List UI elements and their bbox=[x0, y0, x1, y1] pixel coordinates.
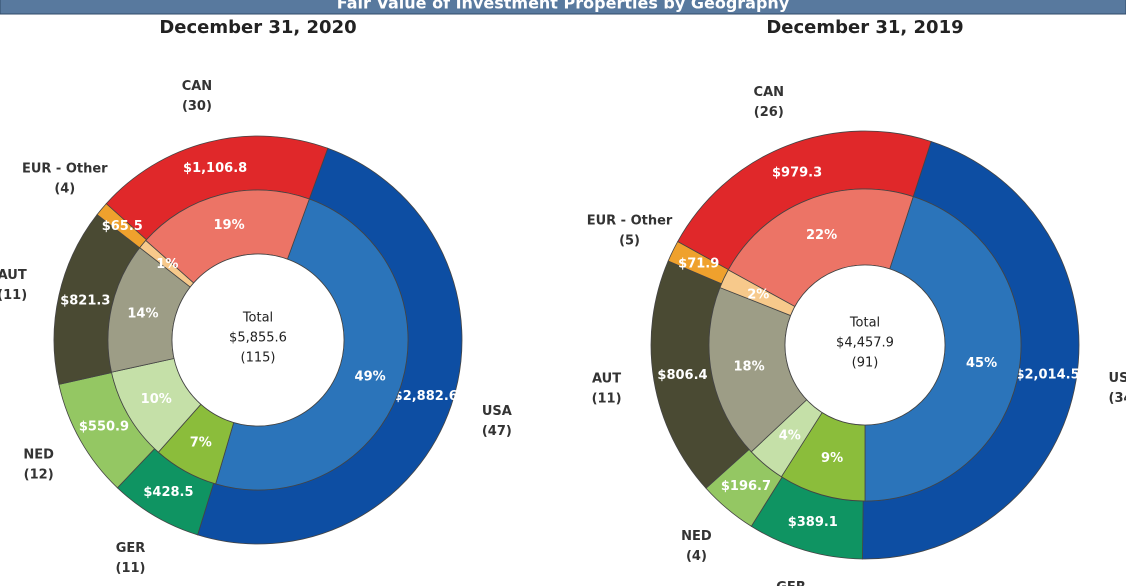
outer-value-label: $550.9 bbox=[79, 420, 129, 435]
inner-value-label: 10% bbox=[141, 392, 172, 407]
outer-value-label: $389.1 bbox=[788, 515, 838, 530]
category-label: CAN bbox=[754, 85, 784, 100]
inner-value-label: 45% bbox=[966, 356, 997, 371]
inner-value-label: 18% bbox=[734, 360, 765, 375]
chart-subtitle: December 31, 2019 bbox=[766, 17, 963, 38]
category-label: USA bbox=[1109, 371, 1126, 386]
count-label: (12) bbox=[24, 468, 54, 483]
inner-value-label: 2% bbox=[747, 287, 769, 302]
center-label: $5,855.6 bbox=[229, 331, 287, 346]
inner-value-label: 49% bbox=[355, 369, 386, 384]
count-label: (4) bbox=[686, 549, 707, 564]
inner-value-label: 1% bbox=[156, 257, 178, 272]
count-label: (5) bbox=[619, 234, 640, 249]
category-label: GER bbox=[776, 580, 806, 586]
chart-subtitle: December 31, 2020 bbox=[159, 17, 356, 38]
outer-value-label: $1,106.8 bbox=[183, 161, 247, 176]
count-label: (11) bbox=[592, 392, 622, 407]
center-label: (115) bbox=[241, 351, 276, 366]
inner-value-label: 4% bbox=[779, 428, 801, 443]
outer-value-label: $428.5 bbox=[143, 485, 193, 500]
center-hole bbox=[784, 264, 946, 426]
category-label: AUT bbox=[592, 372, 621, 387]
category-label: EUR - Other bbox=[22, 162, 108, 177]
center-label: Total bbox=[849, 316, 880, 331]
count-label: (4) bbox=[54, 182, 75, 197]
category-label: EUR - Other bbox=[587, 214, 673, 229]
category-label: CAN bbox=[182, 79, 212, 94]
title-banner bbox=[0, 0, 1126, 15]
category-label: USA bbox=[482, 404, 512, 419]
outer-value-label: $821.3 bbox=[60, 294, 110, 309]
outer-value-label: $806.4 bbox=[657, 368, 707, 383]
inner-value-label: 14% bbox=[127, 306, 158, 321]
category-label: GER bbox=[116, 541, 146, 556]
inner-value-label: 9% bbox=[821, 451, 843, 466]
inner-value-label: 22% bbox=[806, 228, 837, 243]
count-label: (26) bbox=[754, 105, 784, 120]
inner-value-label: 19% bbox=[213, 218, 244, 233]
count-label: (34) bbox=[1109, 391, 1126, 406]
outer-value-label: $979.3 bbox=[772, 165, 822, 180]
outer-value-label: $2,882.6 bbox=[394, 389, 458, 404]
page-title: Fair Value of Investment Properties by G… bbox=[337, 0, 790, 13]
center-label: $4,457.9 bbox=[836, 336, 894, 351]
inner-value-label: 7% bbox=[190, 436, 212, 451]
outer-value-label: $65.5 bbox=[102, 219, 143, 234]
count-label: (30) bbox=[182, 99, 212, 114]
count-label: (47) bbox=[482, 424, 512, 439]
count-label: (11) bbox=[0, 288, 27, 303]
center-hole bbox=[171, 253, 345, 427]
outer-value-label: $2,014.5 bbox=[1015, 368, 1079, 383]
outer-value-label: $71.9 bbox=[678, 256, 719, 271]
category-label: NED bbox=[681, 529, 712, 544]
category-label: NED bbox=[23, 448, 54, 463]
outer-value-label: $196.7 bbox=[721, 479, 771, 494]
category-label: AUT bbox=[0, 268, 27, 283]
count-label: (11) bbox=[116, 561, 146, 576]
center-label: Total bbox=[242, 311, 273, 326]
center-label: (91) bbox=[852, 356, 879, 371]
